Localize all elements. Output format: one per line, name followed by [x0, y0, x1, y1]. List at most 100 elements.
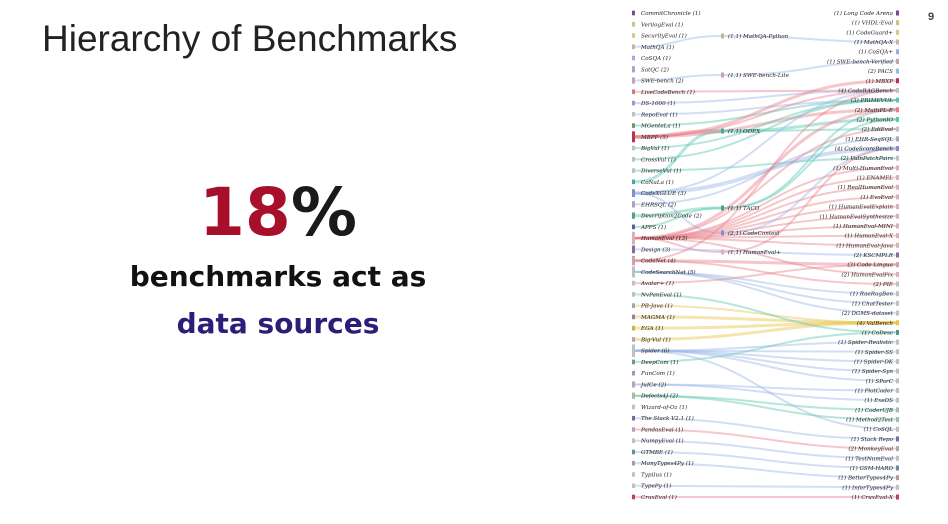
left-node-label: CruxEval (1)	[641, 494, 677, 501]
right-node-label: (1) VHDL-Eval	[852, 20, 893, 27]
right-node-label: (1) EHR-SeqSQL	[845, 136, 893, 143]
flow-link	[723, 118, 897, 209]
left-node-bar	[632, 427, 635, 432]
flow-link	[634, 263, 897, 285]
left-node-bar	[632, 189, 635, 197]
flow-link	[634, 224, 897, 240]
flow-link	[634, 349, 897, 363]
right-node: (2) EdiEval	[861, 126, 899, 133]
flow-link	[634, 89, 897, 105]
left-node-bar	[632, 392, 635, 399]
left-node-bar	[632, 231, 635, 245]
left-node-bar	[632, 359, 635, 365]
right-node-label: (2) DGMS-dataset	[842, 310, 894, 317]
left-node: SecurityEval (1)	[632, 33, 687, 40]
flow-link	[634, 349, 897, 431]
right-node: (1) SParC	[866, 378, 899, 385]
middle-node-bar	[721, 128, 724, 134]
left-node-bar	[632, 245, 635, 254]
left-node: TypePy (1)	[632, 483, 671, 490]
left-node-bar	[632, 337, 635, 342]
flow-link	[634, 394, 897, 411]
flow-link	[634, 349, 897, 353]
right-node-label: (2) PACS	[868, 68, 893, 75]
left-node-label: NumpyEval (1)	[640, 438, 684, 445]
right-node: (1) Multi-HumanEval	[833, 165, 899, 172]
right-node-label: (1) CoDesc	[862, 329, 894, 336]
left-node: DeepCom (1)	[632, 359, 678, 366]
flow-link	[634, 248, 897, 256]
left-node-label: HumanEval (13)	[640, 235, 687, 242]
flow-link	[634, 331, 897, 363]
right-node-bar	[896, 262, 899, 268]
left-node-label: CoSQA (1)	[641, 55, 671, 62]
right-node: (1) CoderUJB	[855, 407, 899, 414]
flow-link	[634, 205, 897, 240]
left-node: VerilogEval (1)	[632, 21, 683, 28]
right-node-label: (1) ChatTester	[852, 300, 893, 307]
right-node: (1) Spider-Syn	[852, 368, 899, 375]
left-node-bar	[632, 415, 635, 421]
right-node-label: (1) Spider-DK	[854, 358, 894, 365]
left-node: MBPP (5)	[632, 131, 668, 143]
right-node-label: (1) PlotCoder	[855, 388, 893, 395]
left-node-label: The Stack V2.1 (1)	[641, 415, 694, 422]
right-node-bar	[896, 68, 899, 74]
right-node: (1) TestNumEval	[845, 455, 899, 462]
right-node: (1) HumanEval-MINI	[833, 223, 899, 230]
right-node-label: (2) KSCMPLR	[854, 252, 893, 259]
right-node-label: (1) CoSQL	[864, 426, 894, 433]
right-node-label: (2) EdiEval	[861, 126, 893, 133]
right-node: (1) Spider-DK	[854, 358, 899, 365]
flow-link	[634, 89, 897, 262]
right-node-bar	[896, 204, 899, 210]
right-node: (1) Long Code Arena	[834, 10, 899, 17]
flow-link	[634, 137, 897, 206]
flow-link	[634, 428, 897, 450]
flow-link	[634, 270, 897, 295]
flow-link	[634, 146, 897, 196]
left-node-bar	[632, 168, 635, 173]
right-node-bar	[896, 233, 899, 239]
right-node-bar	[896, 349, 899, 355]
flow-link	[634, 176, 897, 240]
flow-link	[634, 35, 722, 48]
middle-node-label: (1,1) SWE-bench-Lite	[728, 72, 790, 79]
right-node-label: (2) VulnPatchPairs	[841, 155, 894, 162]
left-node-bar	[632, 212, 635, 219]
flow-link	[634, 89, 897, 93]
middle-node-label: (1,1) MathQA-Python	[728, 33, 789, 40]
left-node-label: MAGMA (1)	[640, 314, 675, 321]
middle-node: (1,1) SWE-bench-Lite	[721, 72, 790, 79]
right-node: (2) VulnPatchPairs	[841, 155, 899, 162]
right-node-bar	[896, 29, 899, 35]
stat-number: 18	[199, 174, 291, 251]
left-node: CruxEval (1)	[632, 494, 677, 501]
right-node: (4) CodeRAGBench	[838, 87, 899, 94]
left-node: GTMBE (1)	[632, 449, 673, 456]
left-node-label: Avatar+ (1)	[640, 280, 674, 287]
middle-node-bar	[721, 230, 724, 236]
right-node-bar	[896, 455, 899, 461]
right-node-label: (1) Stack Repo	[851, 436, 894, 443]
right-node-label: (1) BetterTypes4Py	[838, 475, 894, 482]
left-node-bar	[632, 179, 635, 185]
left-node-label: MathQA (1)	[640, 44, 674, 51]
right-node: (1) RaeRagBen	[850, 291, 899, 298]
flow-link	[634, 304, 897, 324]
left-node-label: JuICe (2)	[640, 381, 666, 388]
right-node-bar	[896, 281, 899, 287]
left-node: CoNaLa (1)	[632, 179, 674, 186]
right-node-label: (4) ValBench	[857, 320, 894, 327]
left-node-label: Wizard-of-Oz (1)	[641, 404, 687, 411]
right-node-label: (1) MBXP	[866, 78, 894, 85]
flow-link	[634, 259, 897, 286]
right-node-bar	[896, 407, 899, 413]
left-node: CodeNet (4)	[632, 255, 676, 266]
left-node-label: Big-Vul (1)	[640, 336, 671, 343]
right-node: (1) CruxEval-X	[852, 494, 899, 501]
right-node: (1) CoDesc	[862, 329, 899, 336]
right-node-bar	[896, 465, 899, 471]
right-node: (2) KSCMPLR	[854, 252, 899, 259]
left-node-bar	[632, 280, 635, 286]
